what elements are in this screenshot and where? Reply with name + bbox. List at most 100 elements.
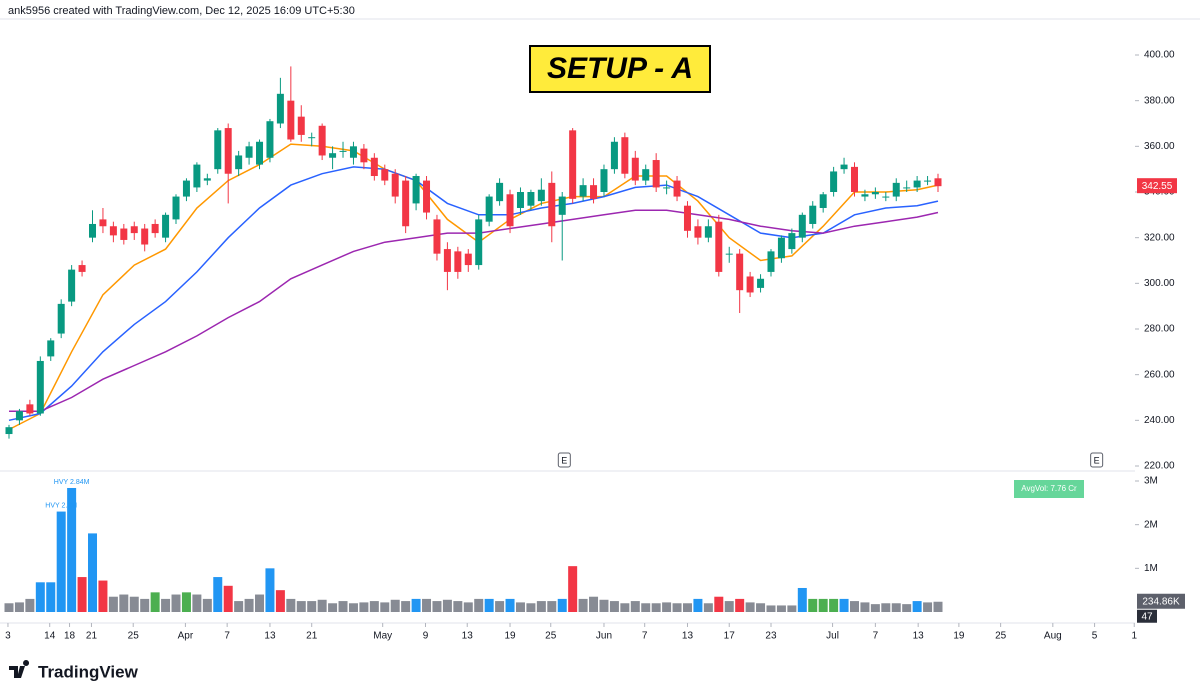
candle-body xyxy=(715,221,723,272)
volume-bar xyxy=(390,599,400,612)
volume-bar xyxy=(766,605,776,612)
volume-bar xyxy=(912,601,922,612)
candle-body xyxy=(610,141,618,170)
volume-bar xyxy=(98,580,108,612)
candle-body xyxy=(485,196,493,222)
volume-bar xyxy=(192,594,202,612)
volume-bar xyxy=(484,598,494,612)
last-price-box xyxy=(1137,178,1177,194)
volume-bar xyxy=(797,587,807,612)
volume-bar xyxy=(818,598,828,612)
volume-bar xyxy=(609,601,619,612)
volume-bar xyxy=(662,602,672,612)
avgvol-box xyxy=(1014,480,1084,498)
candle-body xyxy=(193,164,201,188)
candle-body xyxy=(423,180,431,213)
candle-body xyxy=(496,182,504,202)
candle-body xyxy=(548,182,556,227)
candle-body xyxy=(339,150,347,152)
volume-bar xyxy=(589,596,599,612)
candle-body xyxy=(934,178,942,187)
header: ank5956 created with TradingView.com, De… xyxy=(8,5,355,17)
volume-bar xyxy=(14,602,24,612)
volume-bar xyxy=(108,596,118,612)
volume-bar xyxy=(849,601,859,612)
candle-body xyxy=(663,187,671,189)
candle-body xyxy=(36,360,44,414)
candle-body xyxy=(57,303,65,334)
x-tick-label: 21 xyxy=(86,631,98,642)
candle-body xyxy=(767,251,775,272)
volume-bar xyxy=(902,604,912,612)
x-tick-label: Aug xyxy=(1044,631,1062,642)
volume-bar xyxy=(693,598,703,612)
volume-bar xyxy=(46,582,56,612)
candle-body xyxy=(256,141,264,165)
volume-bar xyxy=(119,594,129,612)
candle-body xyxy=(151,223,159,234)
volume-bar xyxy=(161,598,171,612)
candle-body xyxy=(579,185,587,197)
volume-bar xyxy=(526,603,536,612)
volume-last-label: 234.86K xyxy=(1142,596,1180,607)
y-tick-label: 240.00 xyxy=(1144,415,1175,426)
candle-body xyxy=(15,411,23,421)
volume-bar xyxy=(474,598,484,612)
candle-body xyxy=(809,205,817,224)
candle-body xyxy=(558,196,566,215)
y-tick-label: 400.00 xyxy=(1144,50,1175,61)
volume-bar xyxy=(328,603,338,612)
candle-body xyxy=(360,148,368,163)
volume-bar xyxy=(599,599,609,612)
candle-body xyxy=(642,169,650,181)
candle-body xyxy=(631,157,639,181)
x-tick-label: Apr xyxy=(178,631,194,642)
volume-bar xyxy=(244,598,254,612)
volume-bar xyxy=(703,603,713,612)
y-tick-label: 300.00 xyxy=(1144,278,1175,289)
candle-body xyxy=(402,180,410,227)
candle-body xyxy=(861,194,869,197)
x-tick-label: 9 xyxy=(423,631,429,642)
volume-last-box xyxy=(1137,593,1185,609)
volume-bar xyxy=(745,602,755,612)
badge-box xyxy=(1137,609,1157,623)
volume-bar xyxy=(776,605,786,612)
volume-bar xyxy=(620,603,630,612)
volume-bar xyxy=(557,598,567,612)
volume-bar xyxy=(380,602,390,612)
candle-body xyxy=(746,276,754,293)
earnings-box xyxy=(1090,452,1104,468)
volume-bar xyxy=(839,598,849,612)
candle-body xyxy=(673,180,681,197)
candle-body xyxy=(464,253,472,266)
volume-tick-label: 2M xyxy=(1144,519,1158,530)
candle-body xyxy=(516,192,524,208)
volume-bar xyxy=(422,598,432,612)
candle-body xyxy=(527,192,535,206)
volume-bar xyxy=(536,601,546,612)
candle-body xyxy=(871,192,879,195)
candle-body xyxy=(475,219,483,266)
x-tick-label: 13 xyxy=(682,631,694,642)
volume-bar xyxy=(77,577,87,612)
candle-body xyxy=(235,155,243,170)
candle-body xyxy=(266,121,274,158)
title-box xyxy=(529,45,711,93)
candle-body xyxy=(704,226,712,238)
volume-bar xyxy=(463,602,473,612)
volume-bar xyxy=(129,596,139,612)
volume-bar xyxy=(630,601,640,612)
volume-bar xyxy=(870,604,880,612)
candle-body xyxy=(840,164,848,170)
volume-bar xyxy=(756,603,766,612)
badge: 47 xyxy=(1141,611,1153,622)
x-tick-label: 7 xyxy=(873,631,879,642)
volume-annotation: HVY 2.84M xyxy=(54,479,90,486)
candle-body xyxy=(850,166,858,192)
candle-body xyxy=(433,219,441,254)
x-tick-label: 13 xyxy=(462,631,474,642)
volume-bar xyxy=(881,603,891,612)
candle-body xyxy=(297,116,305,135)
